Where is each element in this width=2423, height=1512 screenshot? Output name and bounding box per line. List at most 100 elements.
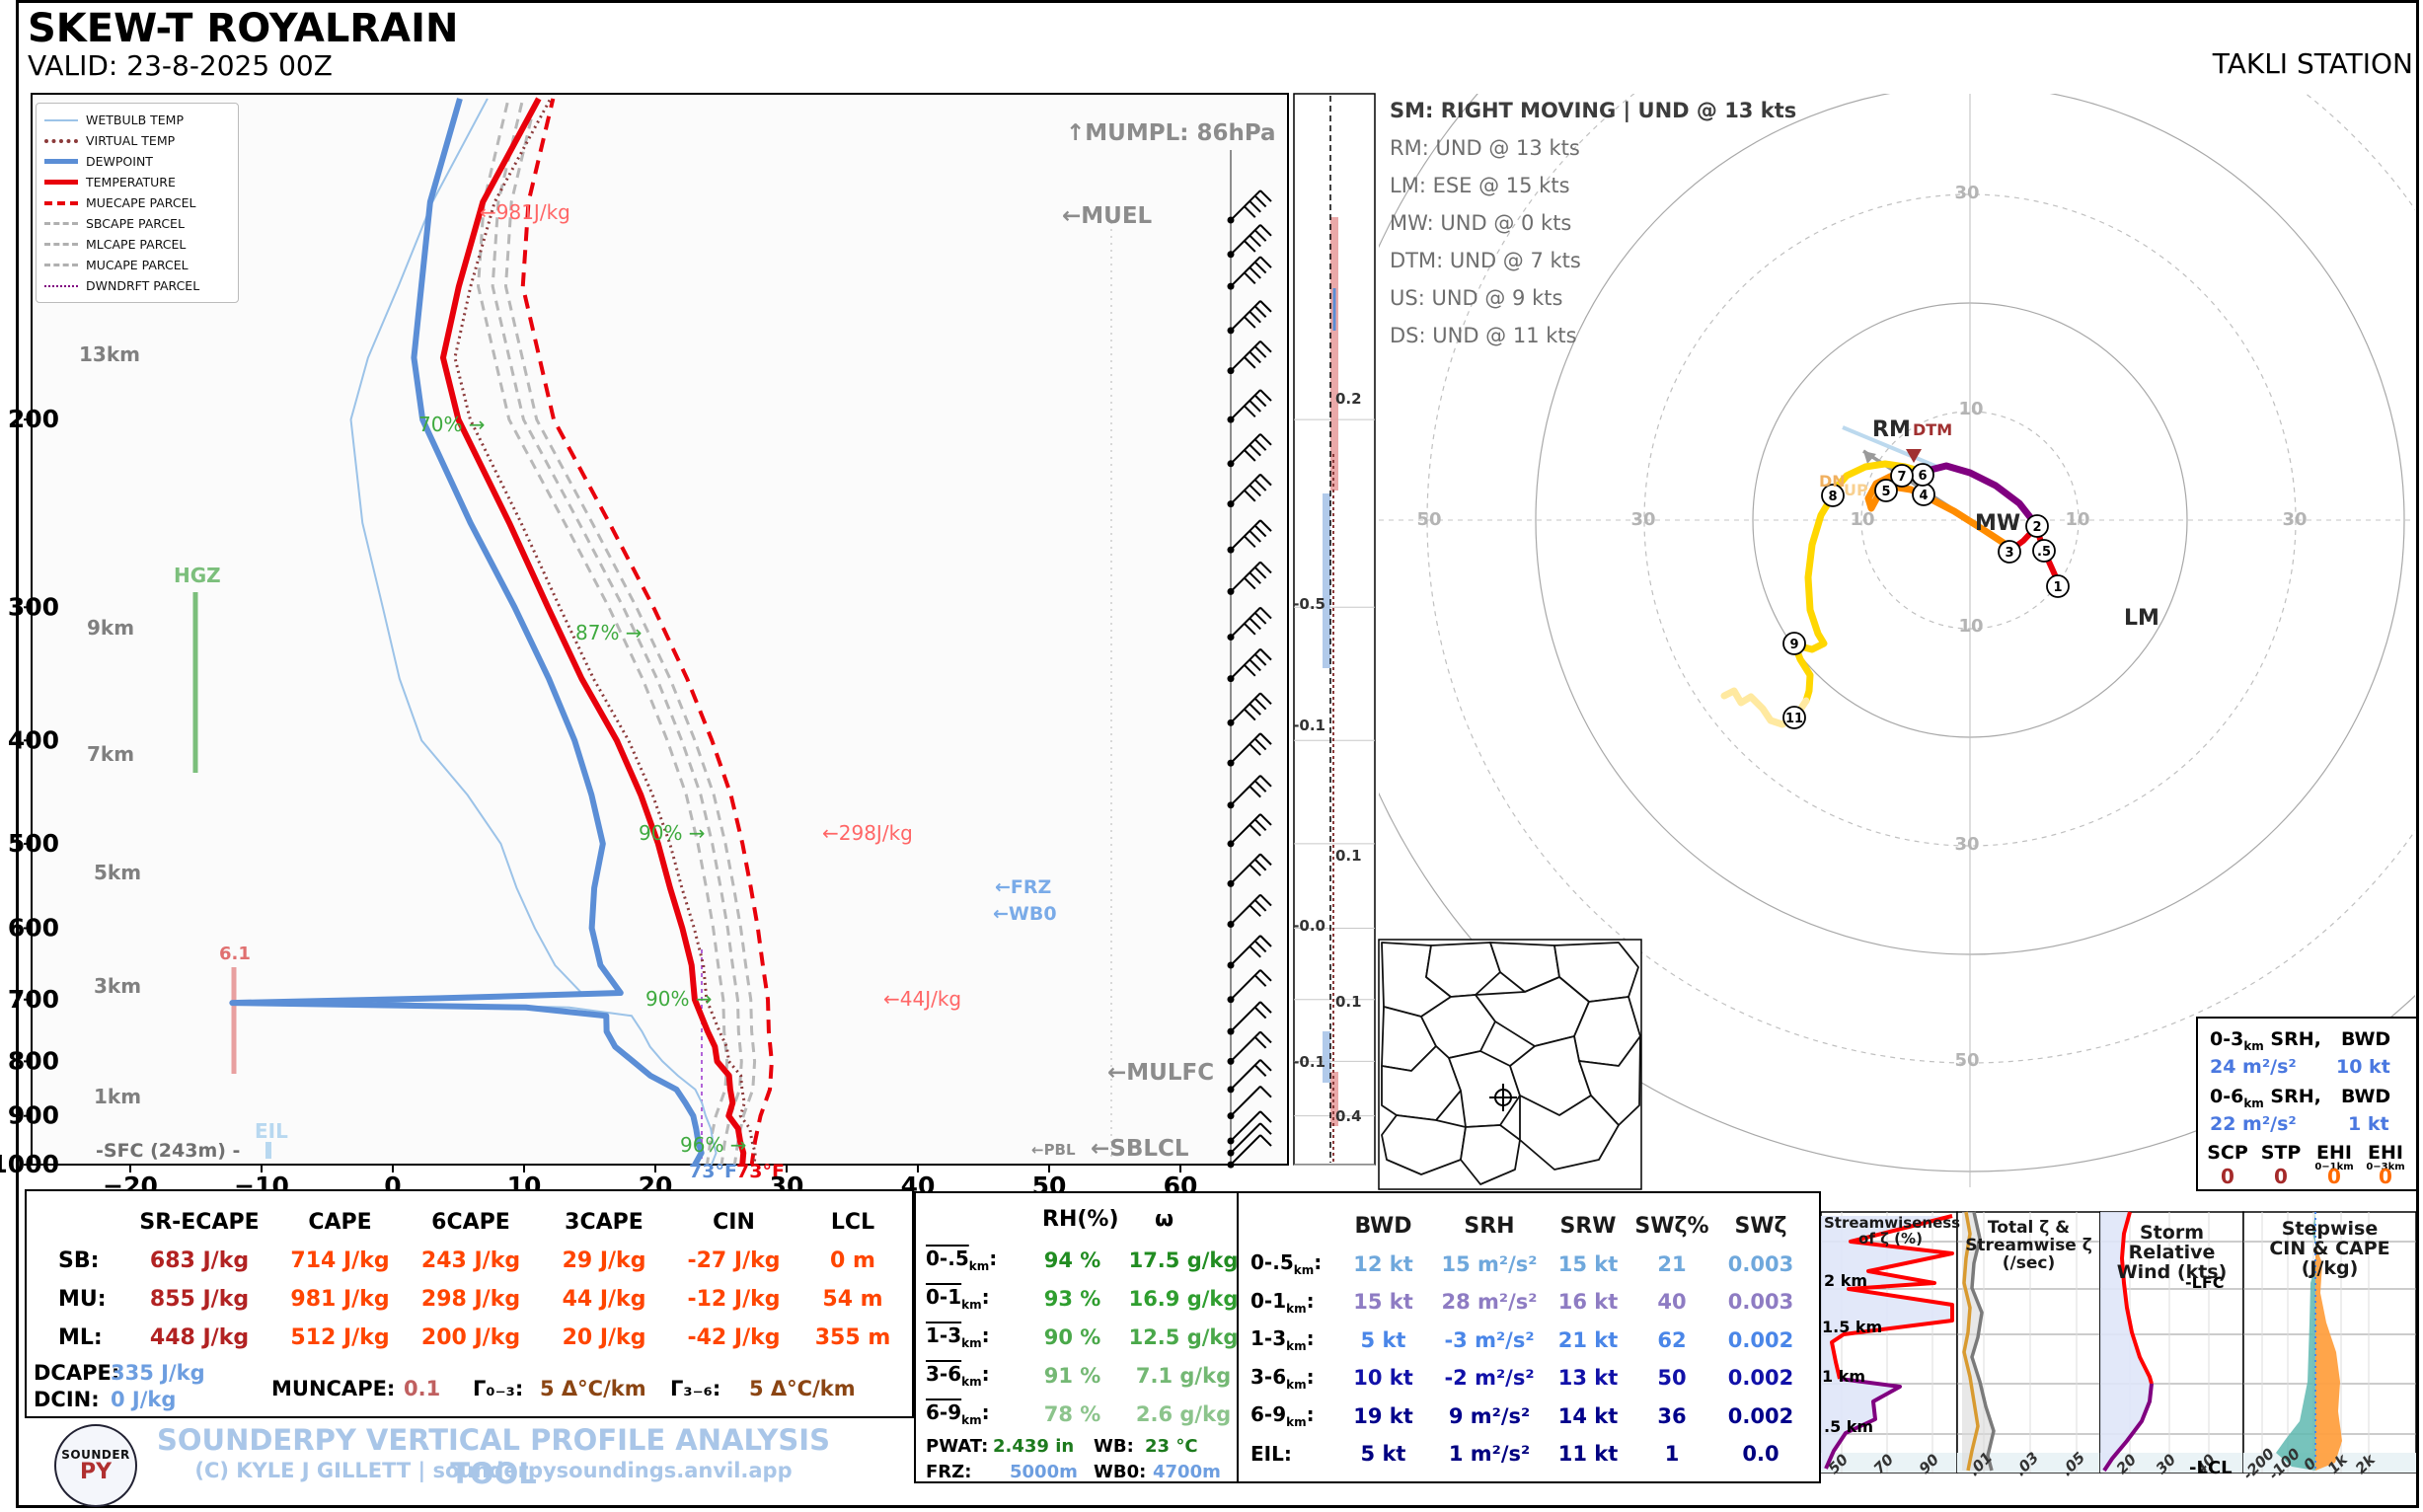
- srh-row2-bwd-label: BWD: [2341, 1086, 2391, 1107]
- svg-text:↑MUMPL: 86hPa: ↑MUMPL: 86hPa: [1066, 120, 1276, 146]
- composite-param-value: 0: [2274, 1165, 2288, 1188]
- svg-text:30: 30: [2282, 509, 2307, 530]
- svg-text:70% →: 70% →: [418, 413, 486, 436]
- stats-header: CAPE: [308, 1210, 372, 1235]
- bwd-value: 0.002: [1727, 1327, 1794, 1352]
- rh-table: 0-.5km: 94 % 17.5 g/kg 0-1km: 93 % 16.9 g/kg 1…: [926, 1241, 1243, 1433]
- svg-text:90% →: 90% →: [639, 821, 706, 845]
- legend-item-label: MUCAPE PARCEL: [86, 258, 189, 272]
- storm-motion-line: DS: UND @ 11 kts: [1390, 324, 1577, 347]
- svg-text:DTM: DTM: [1913, 420, 1952, 439]
- svg-text:6: 6: [1918, 469, 1927, 484]
- svg-text:400: 400: [8, 725, 59, 754]
- svg-text:RM: RM: [1872, 417, 1911, 442]
- bwd-value: 0.002: [1727, 1366, 1794, 1391]
- legend-item-label: SBCAPE PARCEL: [86, 216, 185, 231]
- svg-text:900: 900: [8, 1101, 59, 1130]
- bwd-header: SRW: [1559, 1213, 1617, 1239]
- bwd-value: 15 kt: [1557, 1251, 1619, 1276]
- rh-value: 7.1 g/kg: [1135, 1363, 1232, 1388]
- bwd-row-label: 0-.5km:: [1250, 1250, 1323, 1278]
- storm-motion-line: DTM: UND @ 7 kts: [1390, 249, 1581, 272]
- bwd-row-label: EIL:: [1250, 1442, 1292, 1467]
- rh-row-label: 3-6km:: [926, 1362, 990, 1389]
- svg-text:HGZ: HGZ: [174, 564, 221, 587]
- svg-text:EIL: EIL: [255, 1119, 288, 1143]
- bwd-0-6-value: 1 kt: [2348, 1113, 2389, 1135]
- svg-text:50: 50: [1954, 1050, 1979, 1071]
- svg-text:300: 300: [8, 592, 59, 621]
- rh-row-label: 0-1km:: [926, 1285, 990, 1312]
- bwd-value: -3 m²/s²: [1444, 1327, 1535, 1352]
- stats-extra-item: 335 J/kg: [111, 1361, 205, 1385]
- svg-text:200: 200: [8, 405, 59, 433]
- composite-param-value: 0: [2379, 1165, 2392, 1188]
- stats-value: 512 J/kg: [290, 1325, 390, 1350]
- sbcape-line-sample: [44, 222, 78, 225]
- svg-text:.5: .5: [2037, 545, 2051, 560]
- svg-text:10: 10: [2065, 509, 2089, 530]
- legend-item-label: TEMPERATURE: [86, 175, 176, 189]
- hodograph: 10 10 10 10 30 30 30 30 50 50 .5 1 2 3 4 5 67 8 9 11 RM DTM MW…: [1379, 94, 2415, 1187]
- bwd-value: 1: [1664, 1442, 1680, 1467]
- composite-param-subheader: 0−3km: [2366, 1162, 2405, 1172]
- svg-text:UP: UP: [1844, 481, 1868, 499]
- svg-text:9: 9: [1789, 638, 1798, 652]
- svg-text:73°F: 73°F: [736, 1161, 785, 1182]
- bwd-value: 14 kt: [1557, 1403, 1619, 1428]
- svg-text:MW: MW: [1975, 511, 2020, 536]
- svg-text:500: 500: [8, 829, 59, 858]
- bwd-value: 0.003: [1727, 1290, 1794, 1315]
- stats-extra-item: Γ₀₋₃:: [473, 1377, 524, 1400]
- muecape-line-sample: [44, 200, 78, 205]
- svg-text:←MUEL: ←MUEL: [1062, 203, 1153, 229]
- srh-0-6-value: 22 m²/s²: [2210, 1113, 2297, 1135]
- svg-text:.5 km: .5 km: [1824, 1417, 1873, 1436]
- mucape-line-sample: [44, 264, 78, 266]
- bwd-row-label: 6-9km:: [1250, 1402, 1315, 1430]
- rh-footer-item: 5000m: [1010, 1462, 1078, 1482]
- rh-footer-item: 2.439 in: [993, 1436, 1075, 1457]
- svg-text:0.4: 0.4: [1335, 1107, 1362, 1125]
- legend-item: MLCAPE PARCEL: [44, 234, 230, 255]
- rh-value: 93 %: [1043, 1286, 1101, 1311]
- bwd-header: SWζ%: [1634, 1213, 1709, 1239]
- rh-value: 90 %: [1043, 1324, 1101, 1349]
- stats-extra-item: Γ₃₋₆:: [670, 1377, 721, 1400]
- stats-value: -27 J/kg: [687, 1248, 781, 1273]
- svg-text:0.1: 0.1: [1335, 993, 1362, 1011]
- bwd-value: 1 m²/s²: [1448, 1442, 1531, 1467]
- bwd-value: 0.002: [1727, 1403, 1794, 1428]
- svg-text:LM: LM: [2124, 606, 2159, 631]
- stats-value: 44 J/kg: [562, 1287, 646, 1312]
- srh-row1-bwd-label: BWD: [2341, 1028, 2391, 1050]
- bwd-value: 28 m²/s²: [1441, 1290, 1538, 1315]
- bwd-value: 15 m²/s²: [1441, 1251, 1538, 1276]
- svg-text:-0.5: -0.5: [1293, 595, 1325, 613]
- stats-row-label: ML:: [58, 1325, 103, 1350]
- stats-header: SR-ECAPE: [139, 1210, 260, 1235]
- bwd-value: 50: [1657, 1366, 1687, 1391]
- stats-value: -12 J/kg: [687, 1287, 781, 1312]
- svg-text:1 km: 1 km: [1822, 1367, 1865, 1386]
- svg-text:4: 4: [1919, 489, 1928, 503]
- dwndrft-line-sample: [44, 284, 78, 287]
- svg-text:50: 50: [1416, 509, 1441, 530]
- storm-motion-info: SM: RIGHT MOVING | UND @ 13 kts RM: UND @…: [1390, 99, 1796, 361]
- thermo-stats-box: SR-ECAPE CAPE 6CAPE 3CAPE CIN LCL SB: 683 J/kg 7…: [25, 1189, 914, 1418]
- rh-value: 17.5 g/kg: [1128, 1247, 1239, 1272]
- wetbulb-line-sample: [44, 118, 78, 121]
- stats-extra-item: 5 Δ°C/km: [749, 1377, 856, 1400]
- bwd-value: 40: [1657, 1290, 1687, 1315]
- svg-text:30: 30: [1954, 834, 1979, 855]
- stats-value: 243 J/kg: [420, 1248, 521, 1273]
- rh-row-label: 6-9km:: [926, 1400, 990, 1427]
- sounderpy-logo: SOUNDER PY: [54, 1424, 137, 1507]
- svg-text:6.1: 6.1: [219, 944, 251, 964]
- stats-header: LCL: [830, 1210, 875, 1235]
- temperature-line-sample: [44, 180, 78, 185]
- svg-text:1: 1: [2053, 580, 2062, 595]
- legend-item-label: DEWPOINT: [86, 154, 153, 169]
